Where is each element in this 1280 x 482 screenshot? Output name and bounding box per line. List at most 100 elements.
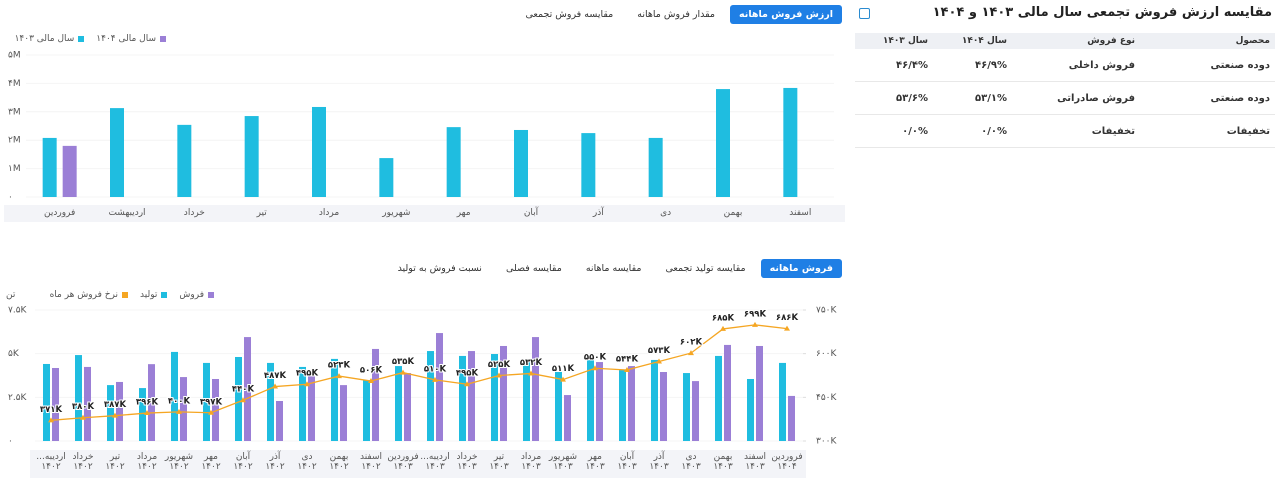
x-tick-label: دی ۱۴۰۳ [681, 452, 701, 472]
comparison-table: محصول نوع فروش سال ۱۴۰۴ سال ۱۴۰۳ دوده صنعتی ف… [855, 33, 1275, 148]
x-tick-label: مرداد [318, 208, 340, 218]
legend-label: سال مالی ۱۴۰۴ [96, 34, 156, 44]
tab[interactable]: مقدار فروش ماهانه [637, 9, 715, 20]
table-title: مقایسه ارزش فروش تجمعی سال مالی ۱۴۰۳ و ۱… [932, 5, 1272, 20]
rate-point [784, 325, 790, 331]
rate-point [144, 410, 150, 416]
table-header-cell: محصول [1140, 33, 1275, 49]
legend-label: نرخ فروش هر ماه [49, 290, 119, 300]
rate-point [272, 383, 278, 389]
x-tick-label: مهر [456, 208, 471, 218]
y-tick-label: ۴M [8, 79, 21, 89]
bar [177, 124, 192, 197]
bar [514, 129, 528, 197]
rate-point [496, 372, 502, 378]
legend-item: سال مالی ۱۴۰۳ [15, 34, 85, 44]
rate-label: ۴۴۰K [232, 385, 255, 395]
x-tick-label: تیر ۱۴۰۲ [105, 452, 125, 472]
x-tick-label: بهمن [723, 208, 743, 218]
rate-point [336, 373, 342, 379]
bar [331, 358, 338, 441]
rate-point [752, 321, 758, 327]
legend-label: فروش [179, 290, 204, 300]
rate-label: ۳۸۷K [104, 400, 127, 410]
tab[interactable]: مقایسه فصلی [505, 263, 562, 274]
table-cell: ۴۶/۴% [855, 49, 930, 82]
rate-point [528, 370, 534, 376]
x-tick-label: مرداد ۱۴۰۳ [520, 452, 542, 472]
bar [171, 351, 178, 441]
rate-point [208, 409, 214, 415]
table-cell: فروش داخلی [1010, 49, 1140, 82]
rate-point [368, 378, 374, 384]
rate-point [240, 397, 246, 403]
rate-label: ۴۹۵K [456, 369, 479, 379]
tab[interactable]: مقایسه تولید تجمعی [665, 263, 746, 274]
bar [555, 372, 562, 441]
x-tick-label: آذر ۱۴۰۳ [649, 452, 669, 472]
rate-point [720, 325, 726, 331]
y-tick-label: ۳M [8, 107, 21, 117]
table-cell: فروش صادراتی [1010, 82, 1140, 115]
tab[interactable]: مقایسه فروش تجمعی [525, 9, 614, 20]
legend-swatch [208, 292, 214, 298]
bar [587, 355, 594, 441]
y-tick-label: ۰ [8, 437, 13, 447]
x-tick-label: تیر [256, 208, 267, 218]
legend: سال مالی ۱۴۰۴ سال مالی ۱۴۰۳ [15, 34, 166, 44]
rate-label: ۴۸۷K [264, 371, 287, 381]
rate-point [400, 369, 406, 375]
bar [724, 344, 731, 441]
y-axis-unit: تن [6, 290, 16, 300]
bar [468, 351, 475, 441]
table-cell: ۵۳/۶% [855, 82, 930, 115]
bar [43, 363, 50, 441]
table-cell: تخفیفات [1010, 115, 1140, 148]
x-tick-label: شهریور [382, 208, 411, 218]
rate-point [112, 412, 118, 418]
bar [756, 345, 763, 441]
bar [523, 361, 530, 441]
table-header-cell: سال ۱۴۰۴ [930, 33, 1010, 49]
rate-label: ۳۷۱K [40, 405, 63, 415]
rate-label: ۵۳۵K [392, 357, 415, 367]
bar [299, 366, 306, 441]
x-tick-label: فروردین [43, 208, 76, 218]
bar [244, 337, 251, 441]
bar [148, 364, 155, 441]
x-tick-label: اردیبهشت [108, 208, 146, 218]
bar [660, 372, 667, 441]
tab[interactable]: فروش ماهانه [760, 259, 842, 278]
rate-label: ۶۰۲K [680, 338, 703, 348]
bar [235, 356, 242, 441]
x-tick-label: آبان ۱۴۰۳ [617, 452, 637, 472]
rate-label: ۵۱۰K [424, 364, 447, 374]
bar [581, 133, 596, 197]
rate-point [304, 381, 310, 387]
legend-item: نرخ فروش هر ماه [49, 290, 129, 300]
bar [648, 137, 663, 197]
category-band [30, 450, 806, 478]
bar [312, 106, 326, 197]
table-cell: ۵۳/۱% [930, 82, 1010, 115]
bar [491, 354, 498, 441]
tab[interactable]: مقایسه ماهانه [585, 263, 642, 274]
x-tick-label: شهریور ۱۴۰۳ [548, 452, 578, 472]
x-tick-label: فروردین ۱۴۰۳ [387, 452, 419, 472]
y-tick-label: ۲.۵K [8, 393, 28, 403]
y-tick-label: ۵M [8, 51, 21, 61]
tab[interactable]: نسبت فروش به تولید [397, 263, 482, 274]
x-tick-label: دی ۱۴۰۲ [297, 452, 317, 472]
rate-label: ۴۰۰K [168, 396, 191, 406]
bar [379, 158, 394, 197]
tab-bar: ارزش فروش ماهانه مقدار فروش ماهانه مقایسه … [516, 5, 842, 24]
x-tick-label: خرداد ۱۴۰۲ [72, 452, 94, 472]
rate-label: ۵۱۱K [552, 364, 575, 374]
legend-label: سال مالی ۱۴۰۳ [14, 34, 75, 44]
table-header-cell: سال ۱۴۰۳ [855, 33, 930, 49]
bar [84, 366, 91, 441]
tab[interactable]: ارزش فروش ماهانه [730, 5, 842, 24]
rate-label: ۵۷۳K [648, 346, 671, 356]
